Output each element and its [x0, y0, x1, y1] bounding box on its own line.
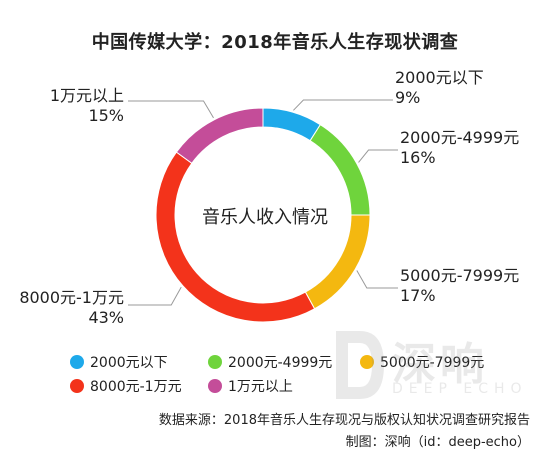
- slice-category-2: 2000元-4999元: [400, 128, 520, 147]
- legend-label-3: 5000元-7999元: [380, 355, 485, 371]
- slice-category-4: 8000元-1万元: [19, 288, 124, 307]
- legend-item-3: 5000元-7999元: [360, 352, 484, 372]
- logo-mark-icon: [336, 331, 384, 399]
- leader-line-3: [356, 270, 398, 289]
- source-line: 数据来源：2018年音乐人生存现况与版权认知状况调查研究报告: [158, 413, 530, 428]
- legend-label-4: 8000元-1万元: [90, 379, 182, 395]
- legend-swatch-5: [208, 379, 222, 393]
- chart-title: 中国传媒大学：2018年音乐人生存现状调查: [91, 32, 459, 53]
- legend-swatch-2: [208, 355, 222, 369]
- leader-line-2: [358, 149, 398, 163]
- slice-label-3: 5000元-7999元 17%: [400, 266, 519, 306]
- leader-line-4: [128, 286, 182, 306]
- legend-item-4: 8000元-1万元: [70, 376, 182, 396]
- slice-category-1: 2000元以下: [395, 68, 484, 87]
- slice-value-3: 17%: [400, 286, 436, 305]
- donut-slice-4: [155, 151, 316, 323]
- slice-value-5: 15%: [88, 106, 124, 125]
- slice-label-4: 8000元-1万元 43%: [0, 288, 124, 328]
- slice-value-1: 9%: [395, 88, 421, 107]
- watermark-logo: 深响 DEEP ECHO: [330, 323, 540, 413]
- slice-value-2: 16%: [400, 148, 436, 167]
- watermark-text: 深响: [392, 339, 488, 390]
- slice-value-4: 43%: [88, 308, 124, 327]
- legend-swatch-1: [70, 355, 84, 369]
- watermark-subtext: DEEP ECHO: [392, 381, 528, 397]
- credit-line: 制图：深响（id：deep-echo）: [345, 435, 530, 450]
- slice-category-3: 5000元-7999元: [400, 266, 520, 285]
- donut-slice-5: [175, 107, 264, 164]
- legend-item-5: 1万元以上: [208, 376, 293, 396]
- donut-slice-3: [304, 214, 371, 310]
- slice-label-1: 2000元以下 9%: [395, 68, 484, 108]
- slice-category-5: 1万元以上: [49, 86, 124, 105]
- slice-label-5: 1万元以上 15%: [0, 86, 124, 126]
- legend-item-1: 2000元以下: [70, 352, 168, 372]
- legend-item-2: 2000元-4999元: [208, 352, 332, 372]
- legend-label-1: 2000元以下: [90, 355, 168, 371]
- legend-label-2: 2000元-4999元: [228, 355, 333, 371]
- leader-line-1: [293, 99, 393, 111]
- slice-label-2: 2000元-4999元 16%: [400, 128, 519, 168]
- leader-line-5: [128, 100, 214, 119]
- legend-swatch-3: [360, 355, 374, 369]
- donut-slice-1: [262, 107, 322, 142]
- legend-label-5: 1万元以上: [228, 379, 293, 395]
- donut-slice-2: [309, 123, 371, 216]
- source-note: 数据来源：2018年音乐人生存现况与版权认知状况调查研究报告 制图：深响（id：…: [159, 410, 530, 454]
- donut-center-label: 音乐人收入情况: [202, 207, 328, 228]
- legend-swatch-4: [70, 379, 84, 393]
